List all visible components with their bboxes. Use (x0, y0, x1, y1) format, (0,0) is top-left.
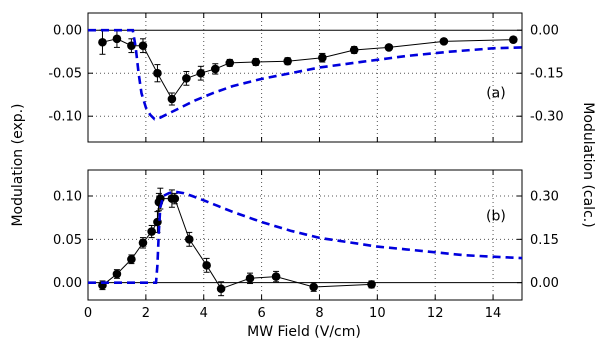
data-point (251, 57, 261, 67)
data-point (211, 64, 220, 74)
data-point (439, 37, 449, 46)
y-tick-label-left: -0.10 (48, 110, 82, 125)
calculated-curve (88, 190, 522, 285)
plot-area (88, 187, 522, 297)
y-tick-label-left: 0.00 (53, 24, 82, 39)
data-point (225, 58, 235, 68)
y-axis-label-left: Modulation (exp.) (10, 103, 26, 226)
x-tick-label: 12 (427, 306, 444, 321)
data-point (182, 74, 191, 83)
data-point (156, 194, 165, 203)
data-point (153, 68, 162, 78)
panel-b: 0 2 4 6 8 10 12 14 0.00 0.05 0.10 0.00 0.15 0.30 (b) (53, 169, 559, 321)
data-point (349, 45, 359, 55)
data-point (138, 238, 148, 248)
data-point (367, 280, 376, 289)
data-point (138, 41, 148, 50)
y-tick-label-right: 0.00 (530, 24, 559, 39)
data-point (216, 284, 226, 294)
x-tick-label: 10 (369, 306, 386, 321)
y-tick-label-right: 0.30 (530, 190, 559, 205)
data-point (127, 41, 136, 50)
y-tick-label-left: 0.00 (53, 276, 82, 291)
data-point (127, 254, 136, 264)
x-tick-label: 14 (485, 306, 502, 321)
x-tick-label: 2 (142, 306, 150, 321)
x-tick-label: 4 (200, 306, 208, 321)
y-tick-label-right: -0.15 (530, 67, 564, 82)
plot-frame (87, 12, 523, 143)
panel-a: 0.00 -0.05 -0.10 0.00 -0.15 -0.30 (a) (48, 12, 564, 143)
y-tick-label-right: 0.00 (530, 276, 559, 291)
data-point (147, 227, 156, 236)
plot-frame (87, 169, 523, 301)
y-tick-label-left: -0.05 (48, 67, 82, 82)
data-point (283, 56, 292, 66)
data-point (318, 53, 327, 63)
calculated-curve (88, 28, 522, 121)
x-tick-label: 8 (315, 306, 323, 321)
data-point (245, 274, 255, 283)
data-point (98, 37, 107, 47)
data-point (196, 68, 206, 78)
data-point (202, 261, 211, 270)
panel-label: (b) (486, 208, 506, 224)
panel-label: (a) (486, 85, 506, 101)
data-point (184, 235, 194, 244)
data-point (112, 34, 122, 44)
y-tick-label-right: 0.15 (530, 233, 559, 248)
data-point (271, 272, 281, 281)
y-tick-label-right: -0.30 (530, 110, 564, 125)
x-tick-label: 0 (84, 306, 92, 321)
data-point (509, 35, 518, 44)
data-point (167, 94, 177, 104)
y-tick-label-left: 0.05 (53, 233, 82, 248)
data-point (170, 194, 180, 203)
plot-area (88, 28, 522, 121)
x-axis-label: MW Field (V/cm) (247, 324, 361, 340)
data-point (309, 282, 318, 292)
y-axis-label-right: Modulation (calc.) (580, 102, 596, 227)
data-point (112, 269, 122, 279)
x-tick-label: 6 (257, 306, 265, 321)
y-tick-label-left: 0.10 (53, 190, 82, 205)
data-point (384, 43, 394, 52)
